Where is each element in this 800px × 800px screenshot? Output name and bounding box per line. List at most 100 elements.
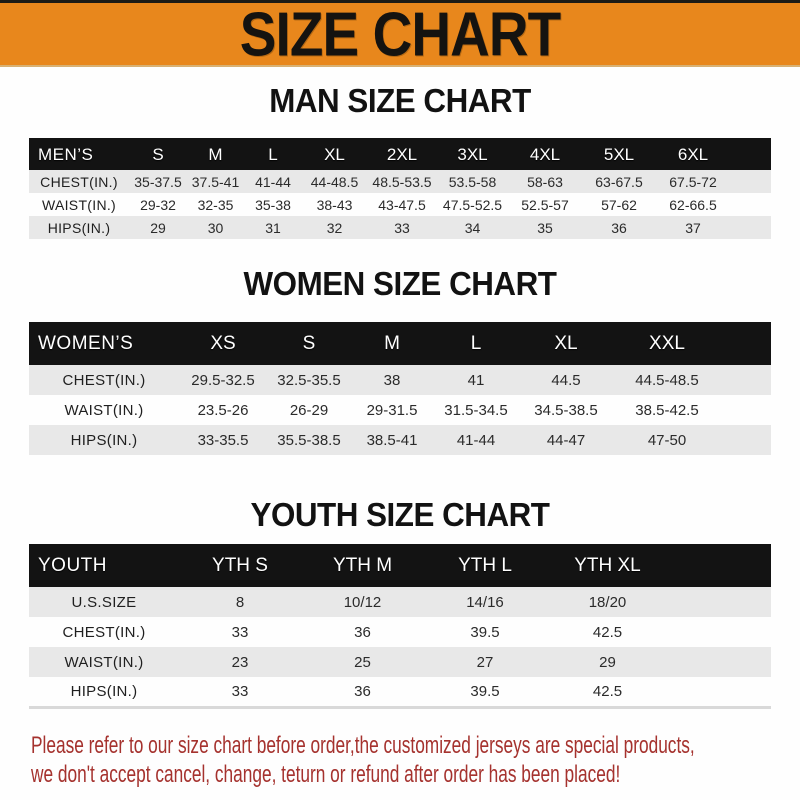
man-hips-row: HIPS(IN.) 29 30 31 32 33 34 35 36 37 [29, 216, 771, 239]
cell: 35 [508, 216, 582, 239]
cell: 29.5-32.5 [179, 365, 267, 395]
cell: 33 [367, 216, 437, 239]
row-label: U.S.SIZE [29, 587, 179, 617]
women-column-header: XXL [613, 322, 721, 365]
header-spacer [669, 544, 771, 587]
cell: 29 [546, 647, 669, 677]
notice-line-1: Please refer to our size chart before or… [31, 731, 695, 759]
man-column-header: XL [302, 138, 367, 170]
women-size-table: WOMEN’S XS S M L XL XXL CHEST(IN.) 29.5-… [29, 322, 771, 455]
youth-chest-row: CHEST(IN.) 33 36 39.5 42.5 [29, 617, 771, 647]
cell: 34 [437, 216, 508, 239]
row-spacer [730, 170, 771, 193]
cell: 42.5 [546, 617, 669, 647]
women-waist-row: WAIST(IN.) 23.5-26 26-29 29-31.5 31.5-34… [29, 395, 771, 425]
youth-section-title: YOUTH SIZE CHART [250, 496, 550, 533]
cell: 38 [351, 365, 433, 395]
women-header-row: WOMEN’S XS S M L XL XXL [29, 322, 771, 365]
women-column-header: L [433, 322, 519, 365]
women-column-header: S [267, 322, 351, 365]
cell: 29-31.5 [351, 395, 433, 425]
cell: 62-66.5 [656, 193, 730, 216]
youth-header-row: YOUTH YTH S YTH M YTH L YTH XL [29, 544, 771, 587]
cell: 29 [129, 216, 187, 239]
youth-waist-row: WAIST(IN.) 23 25 27 29 [29, 647, 771, 677]
cell: 32 [302, 216, 367, 239]
banner-title: SIZE CHART [239, 0, 561, 69]
row-label: CHEST(IN.) [29, 365, 179, 395]
women-column-header: XS [179, 322, 267, 365]
cell: 37 [656, 216, 730, 239]
cell: 27 [424, 647, 546, 677]
row-label: HIPS(IN.) [29, 677, 179, 707]
youth-corner-label: YOUTH [29, 544, 179, 587]
cell: 29-32 [129, 193, 187, 216]
cell: 33 [179, 677, 301, 707]
cell: 34.5-38.5 [519, 395, 613, 425]
youth-column-header: YTH L [424, 544, 546, 587]
youth-column-header: YTH S [179, 544, 301, 587]
women-chest-row: CHEST(IN.) 29.5-32.5 32.5-35.5 38 41 44.… [29, 365, 771, 395]
man-column-header: 3XL [437, 138, 508, 170]
youth-column-header: YTH XL [546, 544, 669, 587]
cell: 35.5-38.5 [267, 425, 351, 455]
row-spacer [669, 617, 771, 647]
cell: 39.5 [424, 617, 546, 647]
cell: 42.5 [546, 677, 669, 707]
cell: 52.5-57 [508, 193, 582, 216]
cell: 41-44 [433, 425, 519, 455]
women-hips-row: HIPS(IN.) 33-35.5 35.5-38.5 38.5-41 41-4… [29, 425, 771, 455]
row-spacer [669, 677, 771, 707]
row-label: WAIST(IN.) [29, 193, 129, 216]
cell: 47.5-52.5 [437, 193, 508, 216]
cell: 31.5-34.5 [433, 395, 519, 425]
cell: 18/20 [546, 587, 669, 617]
cell: 32.5-35.5 [267, 365, 351, 395]
cell: 38.5-41 [351, 425, 433, 455]
cell: 25 [301, 647, 424, 677]
man-size-table: MEN’S S M L XL 2XL 3XL 4XL 5XL 6XL CHEST… [29, 138, 771, 239]
cell: 23.5-26 [179, 395, 267, 425]
footer-notice: Please refer to our size chart before or… [29, 731, 771, 789]
cell: 30 [187, 216, 244, 239]
man-waist-row: WAIST(IN.) 29-32 32-35 35-38 38-43 43-47… [29, 193, 771, 216]
man-chest-row: CHEST(IN.) 35-37.5 37.5-41 41-44 44-48.5… [29, 170, 771, 193]
row-spacer [669, 587, 771, 617]
man-header-row: MEN’S S M L XL 2XL 3XL 4XL 5XL 6XL [29, 138, 771, 170]
cell: 44-48.5 [302, 170, 367, 193]
cell: 44.5-48.5 [613, 365, 721, 395]
row-spacer [730, 216, 771, 239]
row-spacer [721, 365, 771, 395]
row-spacer [721, 395, 771, 425]
cell: 53.5-58 [437, 170, 508, 193]
row-label: HIPS(IN.) [29, 425, 179, 455]
cell: 38-43 [302, 193, 367, 216]
banner: SIZE CHART [0, 0, 800, 69]
man-column-header: M [187, 138, 244, 170]
row-label: WAIST(IN.) [29, 395, 179, 425]
cell: 41-44 [244, 170, 302, 193]
row-spacer [721, 425, 771, 455]
cell: 67.5-72 [656, 170, 730, 193]
header-spacer [721, 322, 771, 365]
cell: 14/16 [424, 587, 546, 617]
women-column-header: XL [519, 322, 613, 365]
man-column-header: S [129, 138, 187, 170]
cell: 38.5-42.5 [613, 395, 721, 425]
women-corner-label: WOMEN’S [29, 322, 179, 365]
cell: 8 [179, 587, 301, 617]
cell: 33-35.5 [179, 425, 267, 455]
women-section-title: WOMEN SIZE CHART [243, 265, 557, 302]
cell: 36 [301, 617, 424, 647]
cell: 37.5-41 [187, 170, 244, 193]
cell: 39.5 [424, 677, 546, 707]
cell: 10/12 [301, 587, 424, 617]
man-column-header: 6XL [656, 138, 730, 170]
cell: 44-47 [519, 425, 613, 455]
cell: 57-62 [582, 193, 656, 216]
header-spacer [730, 138, 771, 170]
youth-hips-row: HIPS(IN.) 33 36 39.5 42.5 [29, 677, 771, 707]
cell: 63-67.5 [582, 170, 656, 193]
man-section-title: MAN SIZE CHART [269, 82, 531, 119]
